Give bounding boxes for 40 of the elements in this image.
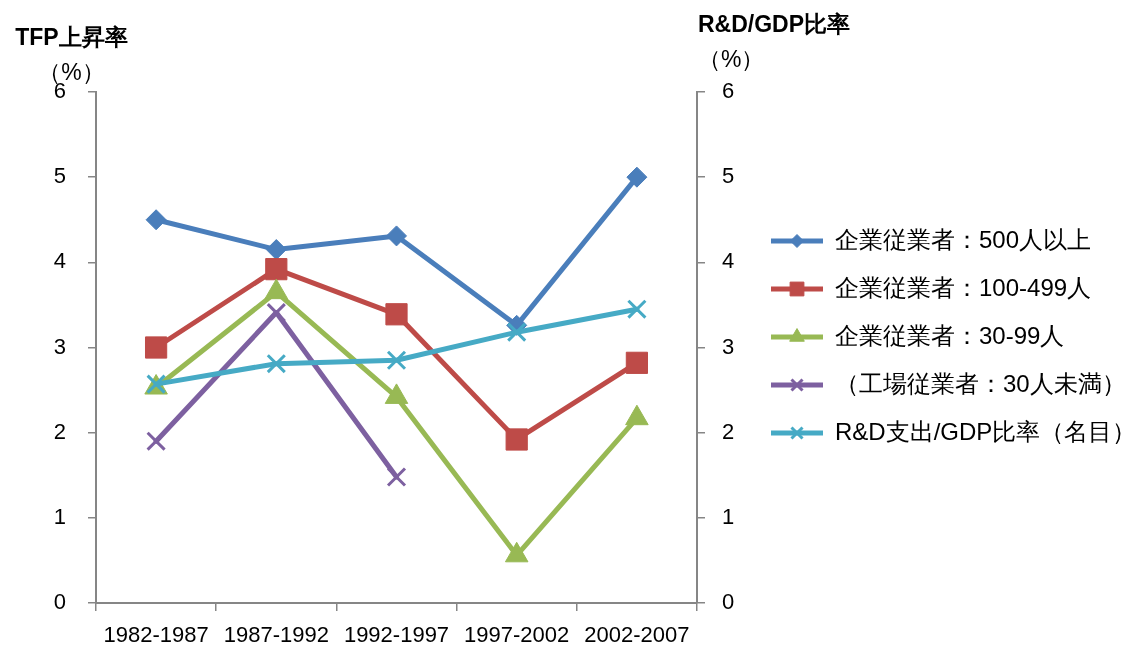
legend-label: （工場従業者：30人未満） xyxy=(835,369,1126,397)
point xyxy=(265,239,287,261)
y-tick-label: 3 xyxy=(53,333,66,359)
point xyxy=(386,466,407,487)
y-tick-label: 5 xyxy=(53,163,66,189)
legend-label: R&D支出/GDP比率（名目） xyxy=(835,417,1137,445)
y-tick-label: 1 xyxy=(53,503,66,529)
point xyxy=(265,258,288,281)
point xyxy=(386,225,407,247)
point xyxy=(266,302,287,323)
y-tick-label: 2 xyxy=(53,418,66,444)
point xyxy=(505,428,528,451)
point xyxy=(386,350,407,371)
point xyxy=(625,351,649,374)
y2-tick-label: 3 xyxy=(722,333,735,359)
y-tick-label: 4 xyxy=(53,248,66,274)
y2-tick-label: 0 xyxy=(722,589,735,615)
point xyxy=(144,336,168,359)
point xyxy=(145,209,167,231)
x-tick-label: 1997-2002 xyxy=(464,622,570,648)
legend-label: 企業従業者：100-499人 xyxy=(835,273,1092,301)
y2-tick-label: 6 xyxy=(722,78,735,104)
point xyxy=(385,303,408,326)
point xyxy=(626,166,648,188)
legend-label: 企業従業者：500人以上 xyxy=(835,225,1092,253)
legend-label: 企業従業者：30-99人 xyxy=(835,321,1065,349)
y2-axis-title: R&D/GDP比率（%） xyxy=(698,10,852,74)
y2-tick-label: 2 xyxy=(722,418,735,444)
point xyxy=(506,322,527,343)
x-tick-label: 1987-1992 xyxy=(223,622,329,648)
x-tick-label: 1982-1987 xyxy=(103,622,209,648)
point xyxy=(626,299,647,320)
y2-tick-label: 1 xyxy=(722,503,735,529)
x-tick-label: 2002-2007 xyxy=(584,622,690,648)
y-tick-label: 0 xyxy=(53,589,66,615)
x-tick-label: 1992-1997 xyxy=(343,622,450,648)
y2-tick-label: 5 xyxy=(722,163,735,189)
y2-tick-label: 4 xyxy=(722,248,735,274)
point xyxy=(266,353,287,374)
point xyxy=(146,431,167,452)
